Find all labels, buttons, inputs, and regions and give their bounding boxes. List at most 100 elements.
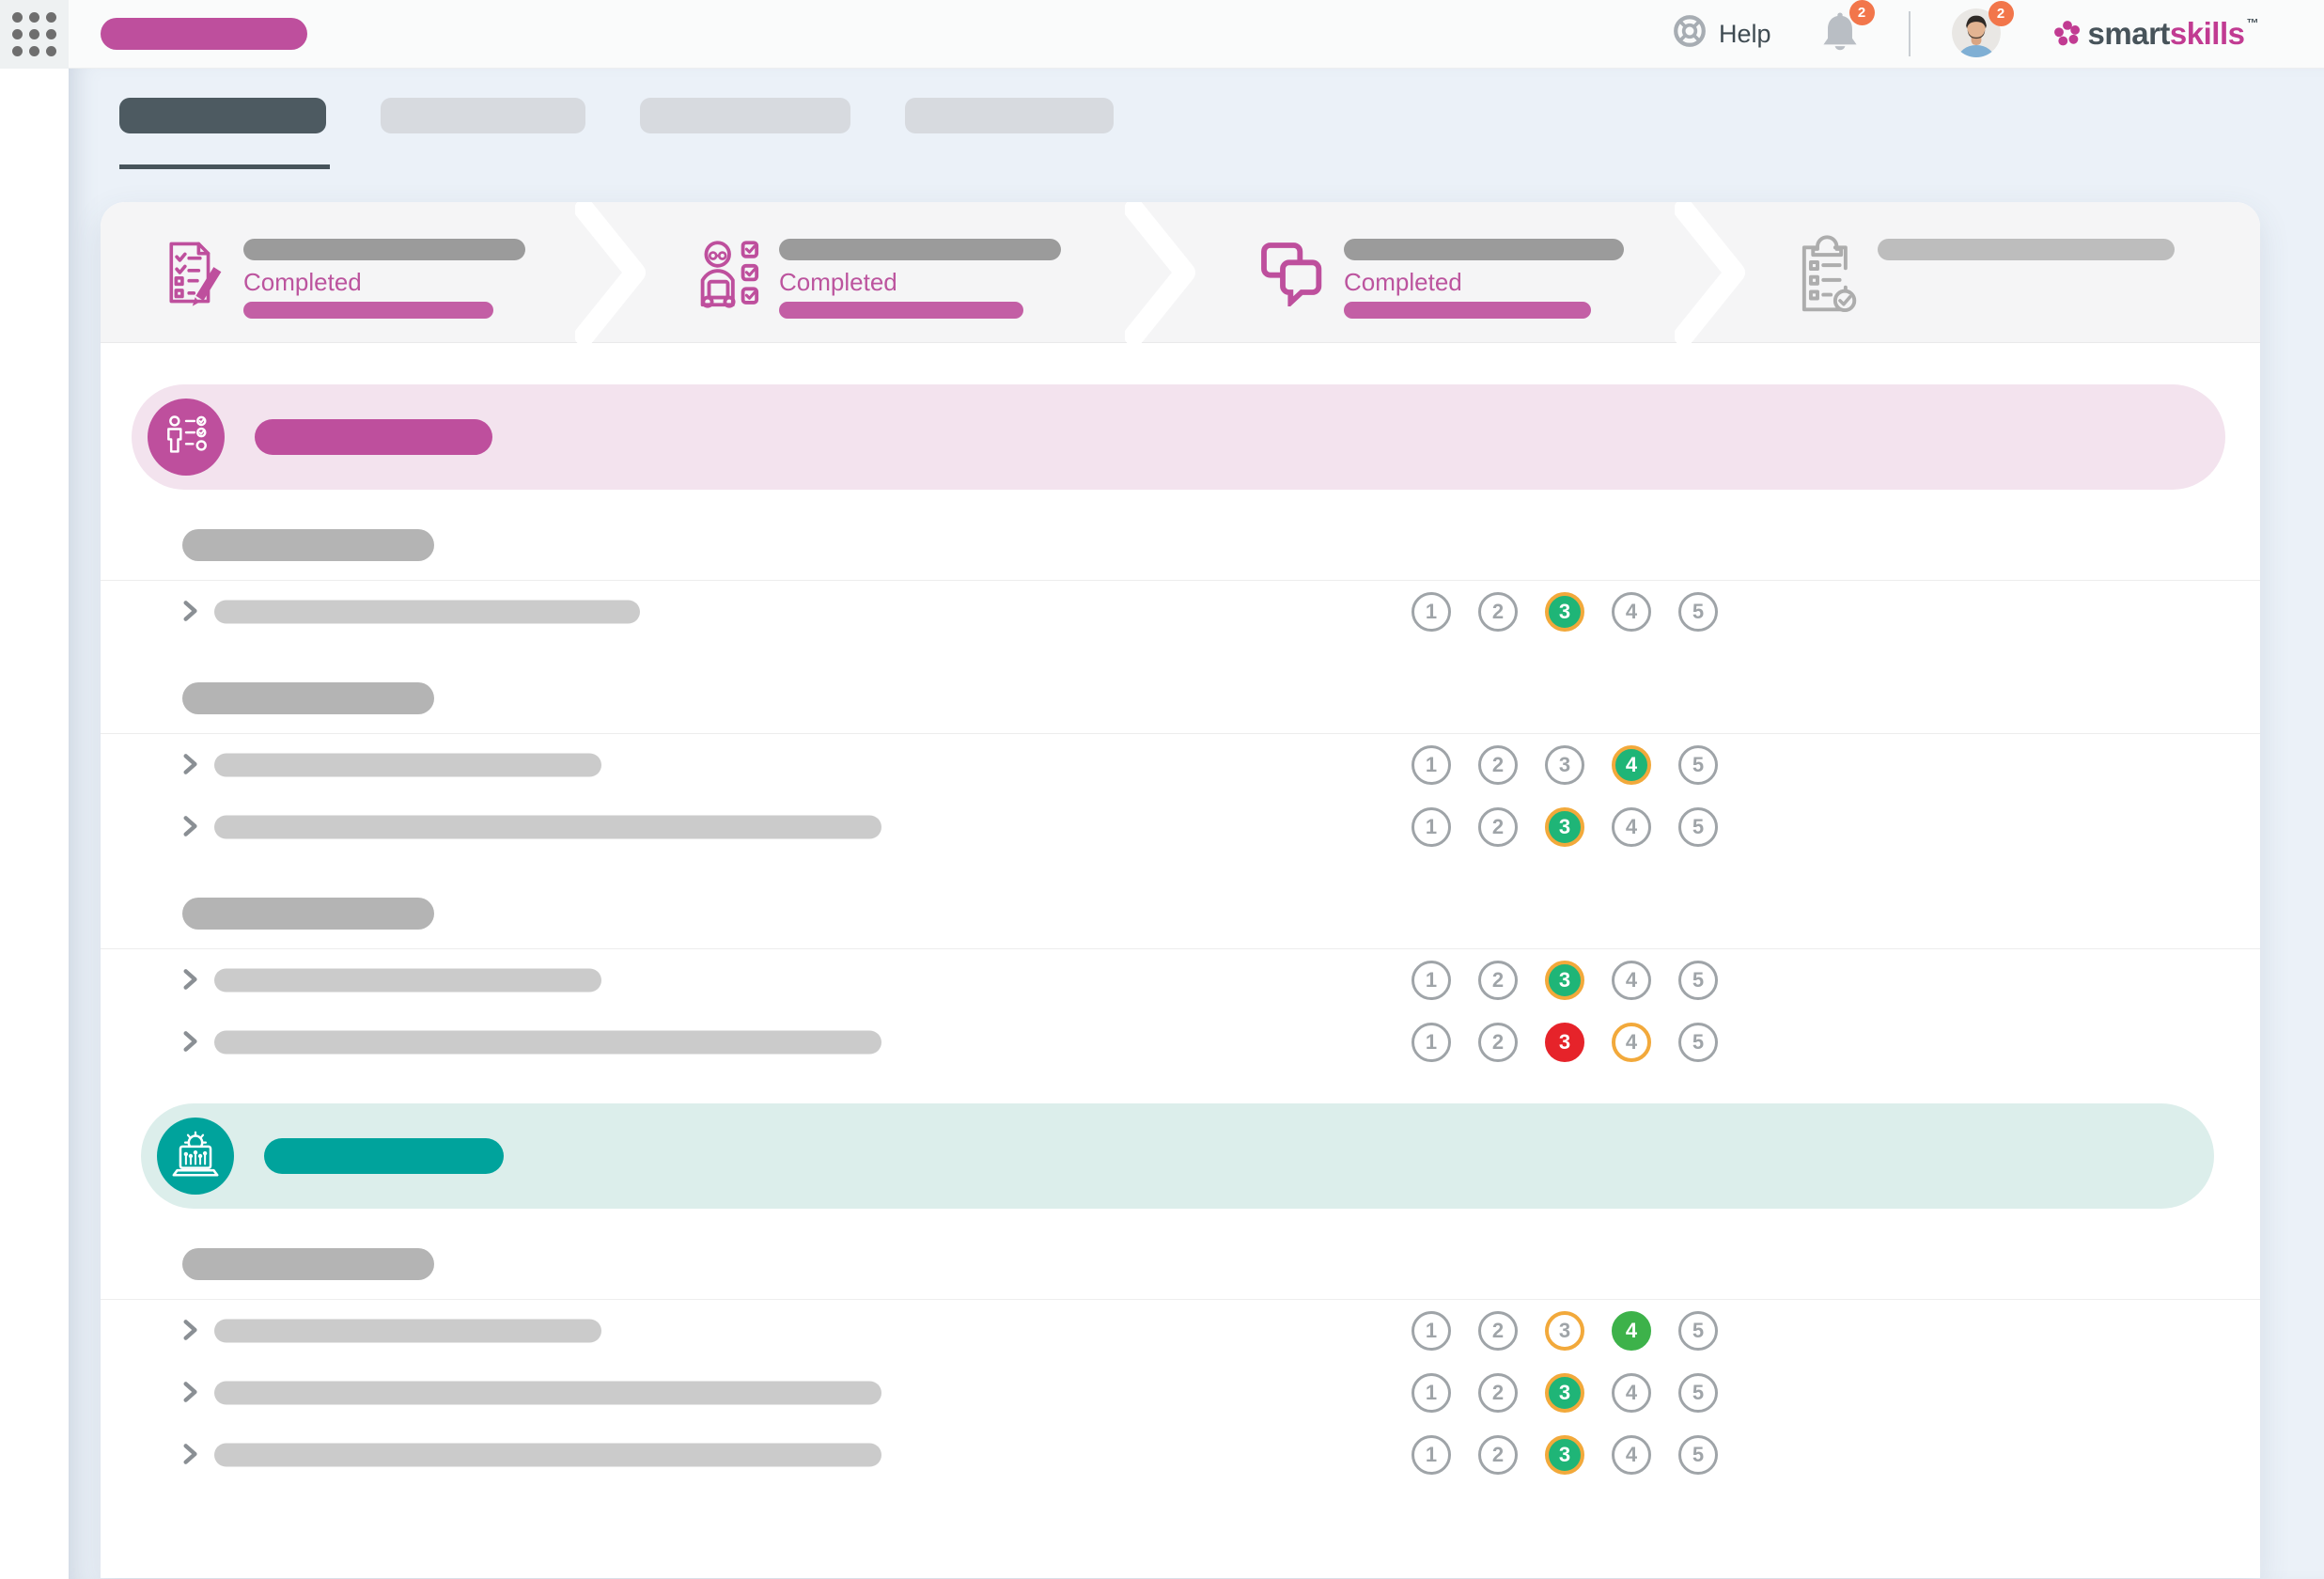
rating-circle-1[interactable]: 1 <box>1412 961 1451 1000</box>
user-avatar[interactable]: 2 <box>1951 0 2014 60</box>
competency-row: 1 2 3 4 5 <box>101 1362 2260 1424</box>
rating-circle-4[interactable]: 4 <box>1612 1311 1651 1351</box>
group-label-placeholder <box>182 529 434 561</box>
expand-row-button[interactable] <box>176 813 204 841</box>
rating-value: 3 <box>1558 1443 1571 1466</box>
rating-circle-5[interactable]: 5 <box>1678 961 1718 1000</box>
rating-circle-2[interactable]: 2 <box>1478 807 1518 847</box>
rating-value: 4 <box>1625 1443 1638 1466</box>
competency-group: 1 2 3 4 5 1 2 3 4 5 1 2 3 4 5 <box>101 1248 2260 1486</box>
tab-3[interactable] <box>640 98 850 133</box>
rating-circle-2[interactable]: 2 <box>1478 1311 1518 1351</box>
expand-row-button[interactable] <box>176 1379 204 1407</box>
step-3-discussion[interactable]: Completed <box>1259 202 1624 343</box>
competency-section-magenta: 1 2 3 4 5 1 2 3 4 5 1 2 3 4 5 1 2 3 4 5 1 2 3 4 5 <box>101 384 2260 1073</box>
rating-circle-2[interactable]: 2 <box>1478 745 1518 785</box>
rating-circle-5[interactable]: 5 <box>1678 1435 1718 1475</box>
rating-circle-4[interactable]: 4 <box>1612 745 1651 785</box>
left-sidebar <box>0 69 69 1579</box>
rating-value: 1 <box>1425 968 1438 992</box>
rating-circle-1[interactable]: 1 <box>1412 1311 1451 1351</box>
rating-circle-2[interactable]: 2 <box>1478 1023 1518 1062</box>
rating-value: 3 <box>1558 1030 1571 1054</box>
rating-circle-1[interactable]: 1 <box>1412 1373 1451 1413</box>
rating-scale: 1 2 3 4 5 <box>1412 807 1718 847</box>
app-launcher-button[interactable] <box>0 0 69 69</box>
expand-row-button[interactable] <box>176 1028 204 1056</box>
rating-value: 2 <box>1491 1030 1505 1054</box>
notifications-button[interactable]: 2 <box>1820 0 1875 57</box>
rating-value: 5 <box>1692 1030 1705 1054</box>
competency-section-teal: 1 2 3 4 5 1 2 3 4 5 1 2 3 4 5 <box>101 1103 2260 1486</box>
rating-circle-1[interactable]: 1 <box>1412 1435 1451 1475</box>
expand-row-button[interactable] <box>176 1441 204 1469</box>
rating-scale: 1 2 3 4 5 <box>1412 961 1718 1000</box>
rating-circle-2[interactable]: 2 <box>1478 1373 1518 1413</box>
rating-circle-2[interactable]: 2 <box>1478 961 1518 1000</box>
rating-circle-4[interactable]: 4 <box>1612 592 1651 632</box>
rating-circle-4[interactable]: 4 <box>1612 1435 1651 1475</box>
rating-circle-3[interactable]: 3 <box>1545 1023 1584 1062</box>
tab-2[interactable] <box>381 98 585 133</box>
rating-circle-3[interactable]: 3 <box>1545 592 1584 632</box>
step-separator-chevron <box>1674 202 1750 348</box>
rating-value: 2 <box>1491 1319 1505 1342</box>
person-checklist-icon <box>148 399 225 476</box>
rating-value: 4 <box>1625 815 1638 838</box>
rating-value: 2 <box>1491 1443 1505 1466</box>
rating-circle-3[interactable]: 3 <box>1545 1435 1584 1475</box>
rating-circle-2[interactable]: 2 <box>1478 1435 1518 1475</box>
rating-value: 4 <box>1625 600 1638 623</box>
rating-value: 3 <box>1558 1381 1571 1404</box>
logo-trademark: ™ <box>2246 16 2259 30</box>
rating-circle-3[interactable]: 3 <box>1545 1373 1584 1413</box>
step-status: Completed <box>243 268 362 296</box>
rating-circle-3[interactable]: 3 <box>1545 745 1584 785</box>
tab-bar <box>119 98 1114 169</box>
person-checkboxes-icon <box>698 231 760 343</box>
rating-circle-5[interactable]: 5 <box>1678 1373 1718 1413</box>
rating-circle-2[interactable]: 2 <box>1478 592 1518 632</box>
rating-circle-4[interactable]: 4 <box>1612 1373 1651 1413</box>
rating-circle-1[interactable]: 1 <box>1412 592 1451 632</box>
rating-circle-5[interactable]: 5 <box>1678 745 1718 785</box>
section-header[interactable] <box>132 384 2225 490</box>
step-title-placeholder <box>1878 239 2175 260</box>
rating-value: 3 <box>1558 753 1571 776</box>
rating-value: 2 <box>1491 753 1505 776</box>
competency-title-placeholder <box>214 968 601 993</box>
expand-row-button[interactable] <box>176 966 204 994</box>
rating-circle-5[interactable]: 5 <box>1678 1311 1718 1351</box>
help-button[interactable]: Help <box>1672 13 1771 55</box>
rating-circle-5[interactable]: 5 <box>1678 807 1718 847</box>
step-separator-chevron <box>1124 202 1200 348</box>
expand-row-button[interactable] <box>176 1317 204 1345</box>
step-4-final-review[interactable] <box>1797 202 2175 343</box>
rating-circle-3[interactable]: 3 <box>1545 961 1584 1000</box>
expand-row-button[interactable] <box>176 751 204 779</box>
avatar-photo <box>1951 8 2001 60</box>
rating-circle-1[interactable]: 1 <box>1412 807 1451 847</box>
rating-circle-5[interactable]: 5 <box>1678 592 1718 632</box>
step-2-manager-assessment[interactable]: Completed <box>698 202 1061 343</box>
rating-circle-3[interactable]: 3 <box>1545 1311 1584 1351</box>
tab-4[interactable] <box>905 98 1114 133</box>
rating-circle-5[interactable]: 5 <box>1678 1023 1718 1062</box>
rating-circle-1[interactable]: 1 <box>1412 745 1451 785</box>
competency-row: 1 2 3 4 5 <box>101 796 2260 858</box>
tab-1-active[interactable] <box>119 98 330 169</box>
rating-circle-1[interactable]: 1 <box>1412 1023 1451 1062</box>
rating-circle-3[interactable]: 3 <box>1545 807 1584 847</box>
rating-value: 5 <box>1692 600 1705 623</box>
expand-row-button[interactable] <box>176 598 204 626</box>
rating-circle-4[interactable]: 4 <box>1612 1023 1651 1062</box>
competency-row: 1 2 3 4 5 <box>101 581 2260 643</box>
step-1-self-assessment[interactable]: Completed <box>164 202 525 343</box>
divider <box>101 580 2260 581</box>
rating-circle-4[interactable]: 4 <box>1612 807 1651 847</box>
competency-title-placeholder <box>214 815 881 839</box>
rating-circle-4[interactable]: 4 <box>1612 961 1651 1000</box>
section-header[interactable] <box>141 1103 2214 1209</box>
rating-value: 2 <box>1491 815 1505 838</box>
competency-row: 1 2 3 4 5 <box>101 1011 2260 1073</box>
